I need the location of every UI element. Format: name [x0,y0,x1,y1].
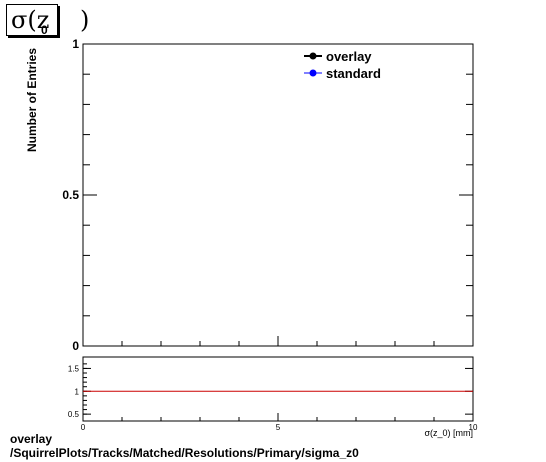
ratio-y-tick-label: 0.5 [68,410,80,419]
title-subscript: 0 [41,23,48,37]
x-axis-label: σ(z_0) [mm] [424,428,473,438]
ratio-y-tick-label: 1.5 [68,364,80,373]
main-plot-frame [82,43,474,347]
legend: overlay standard [304,49,381,81]
ratio-x-tick-label: 0 [81,423,86,432]
footer-label: overlay [10,432,53,446]
ratio-y-tick-label: 1 [75,387,80,396]
histogram-title: σ(z00) [11,5,89,35]
ratio-x-tick-label: 10 [469,423,478,432]
legend-marker-overlay [309,52,317,60]
ratio-x-tick-label: 5 [276,423,281,432]
main-x-ticks [82,336,474,346]
title-close-paren: ) [79,6,90,34]
histogram-title-box: σ(z00) 0 [6,4,89,37]
y-axis-label: Number of Entries [25,48,39,152]
main-y-axis: 00.51 [62,37,473,353]
y-tick-label: 0 [72,339,79,353]
footer-path: /SquirrelPlots/Tracks/Matched/Resolution… [10,446,359,460]
ratio-x-axis: 0 5 10 [81,413,478,432]
y-tick-label: 0.5 [62,188,79,202]
legend-marker-standard [309,69,317,77]
y-tick-label: 1 [72,37,79,51]
legend-label-standard: standard [326,66,381,81]
title-main-text: σ(z [11,6,50,34]
ratio-plot-frame [82,356,474,422]
legend-label-overlay: overlay [326,49,372,64]
